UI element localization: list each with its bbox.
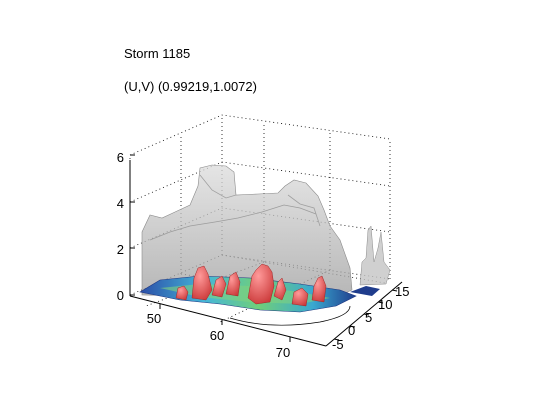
z-tick-labels: 0 2 4 6: [117, 150, 124, 303]
x-tick-label: 50: [147, 311, 161, 326]
chart-subtitle: (U,V) (0.99219,1.0072): [124, 79, 257, 94]
x-tick-label: 60: [210, 328, 224, 343]
y-tick-label: 15: [395, 284, 409, 299]
z-tick-label: 4: [117, 196, 124, 211]
chart-title: Storm 1185: [124, 46, 191, 61]
x-tick-label: 70: [276, 345, 290, 360]
y-tick-label: -5: [332, 337, 344, 352]
y-tick-label: 0: [348, 323, 355, 338]
domain-boundary-curve: [229, 305, 351, 326]
z-tick-label: 2: [117, 242, 124, 257]
y-tick-label: 10: [378, 297, 392, 312]
z-tick-label: 6: [117, 150, 124, 165]
x-tick-labels: 50 60 70: [147, 311, 290, 360]
y-tick-label: 5: [365, 310, 372, 325]
red-core-blobs: [175, 263, 327, 307]
z-tick-label: 0: [117, 288, 124, 303]
gray-envelope-surface: [141, 164, 391, 307]
y-tick-labels: -5 0 5 10 15: [332, 284, 409, 352]
axis-ticks: [130, 154, 398, 342]
